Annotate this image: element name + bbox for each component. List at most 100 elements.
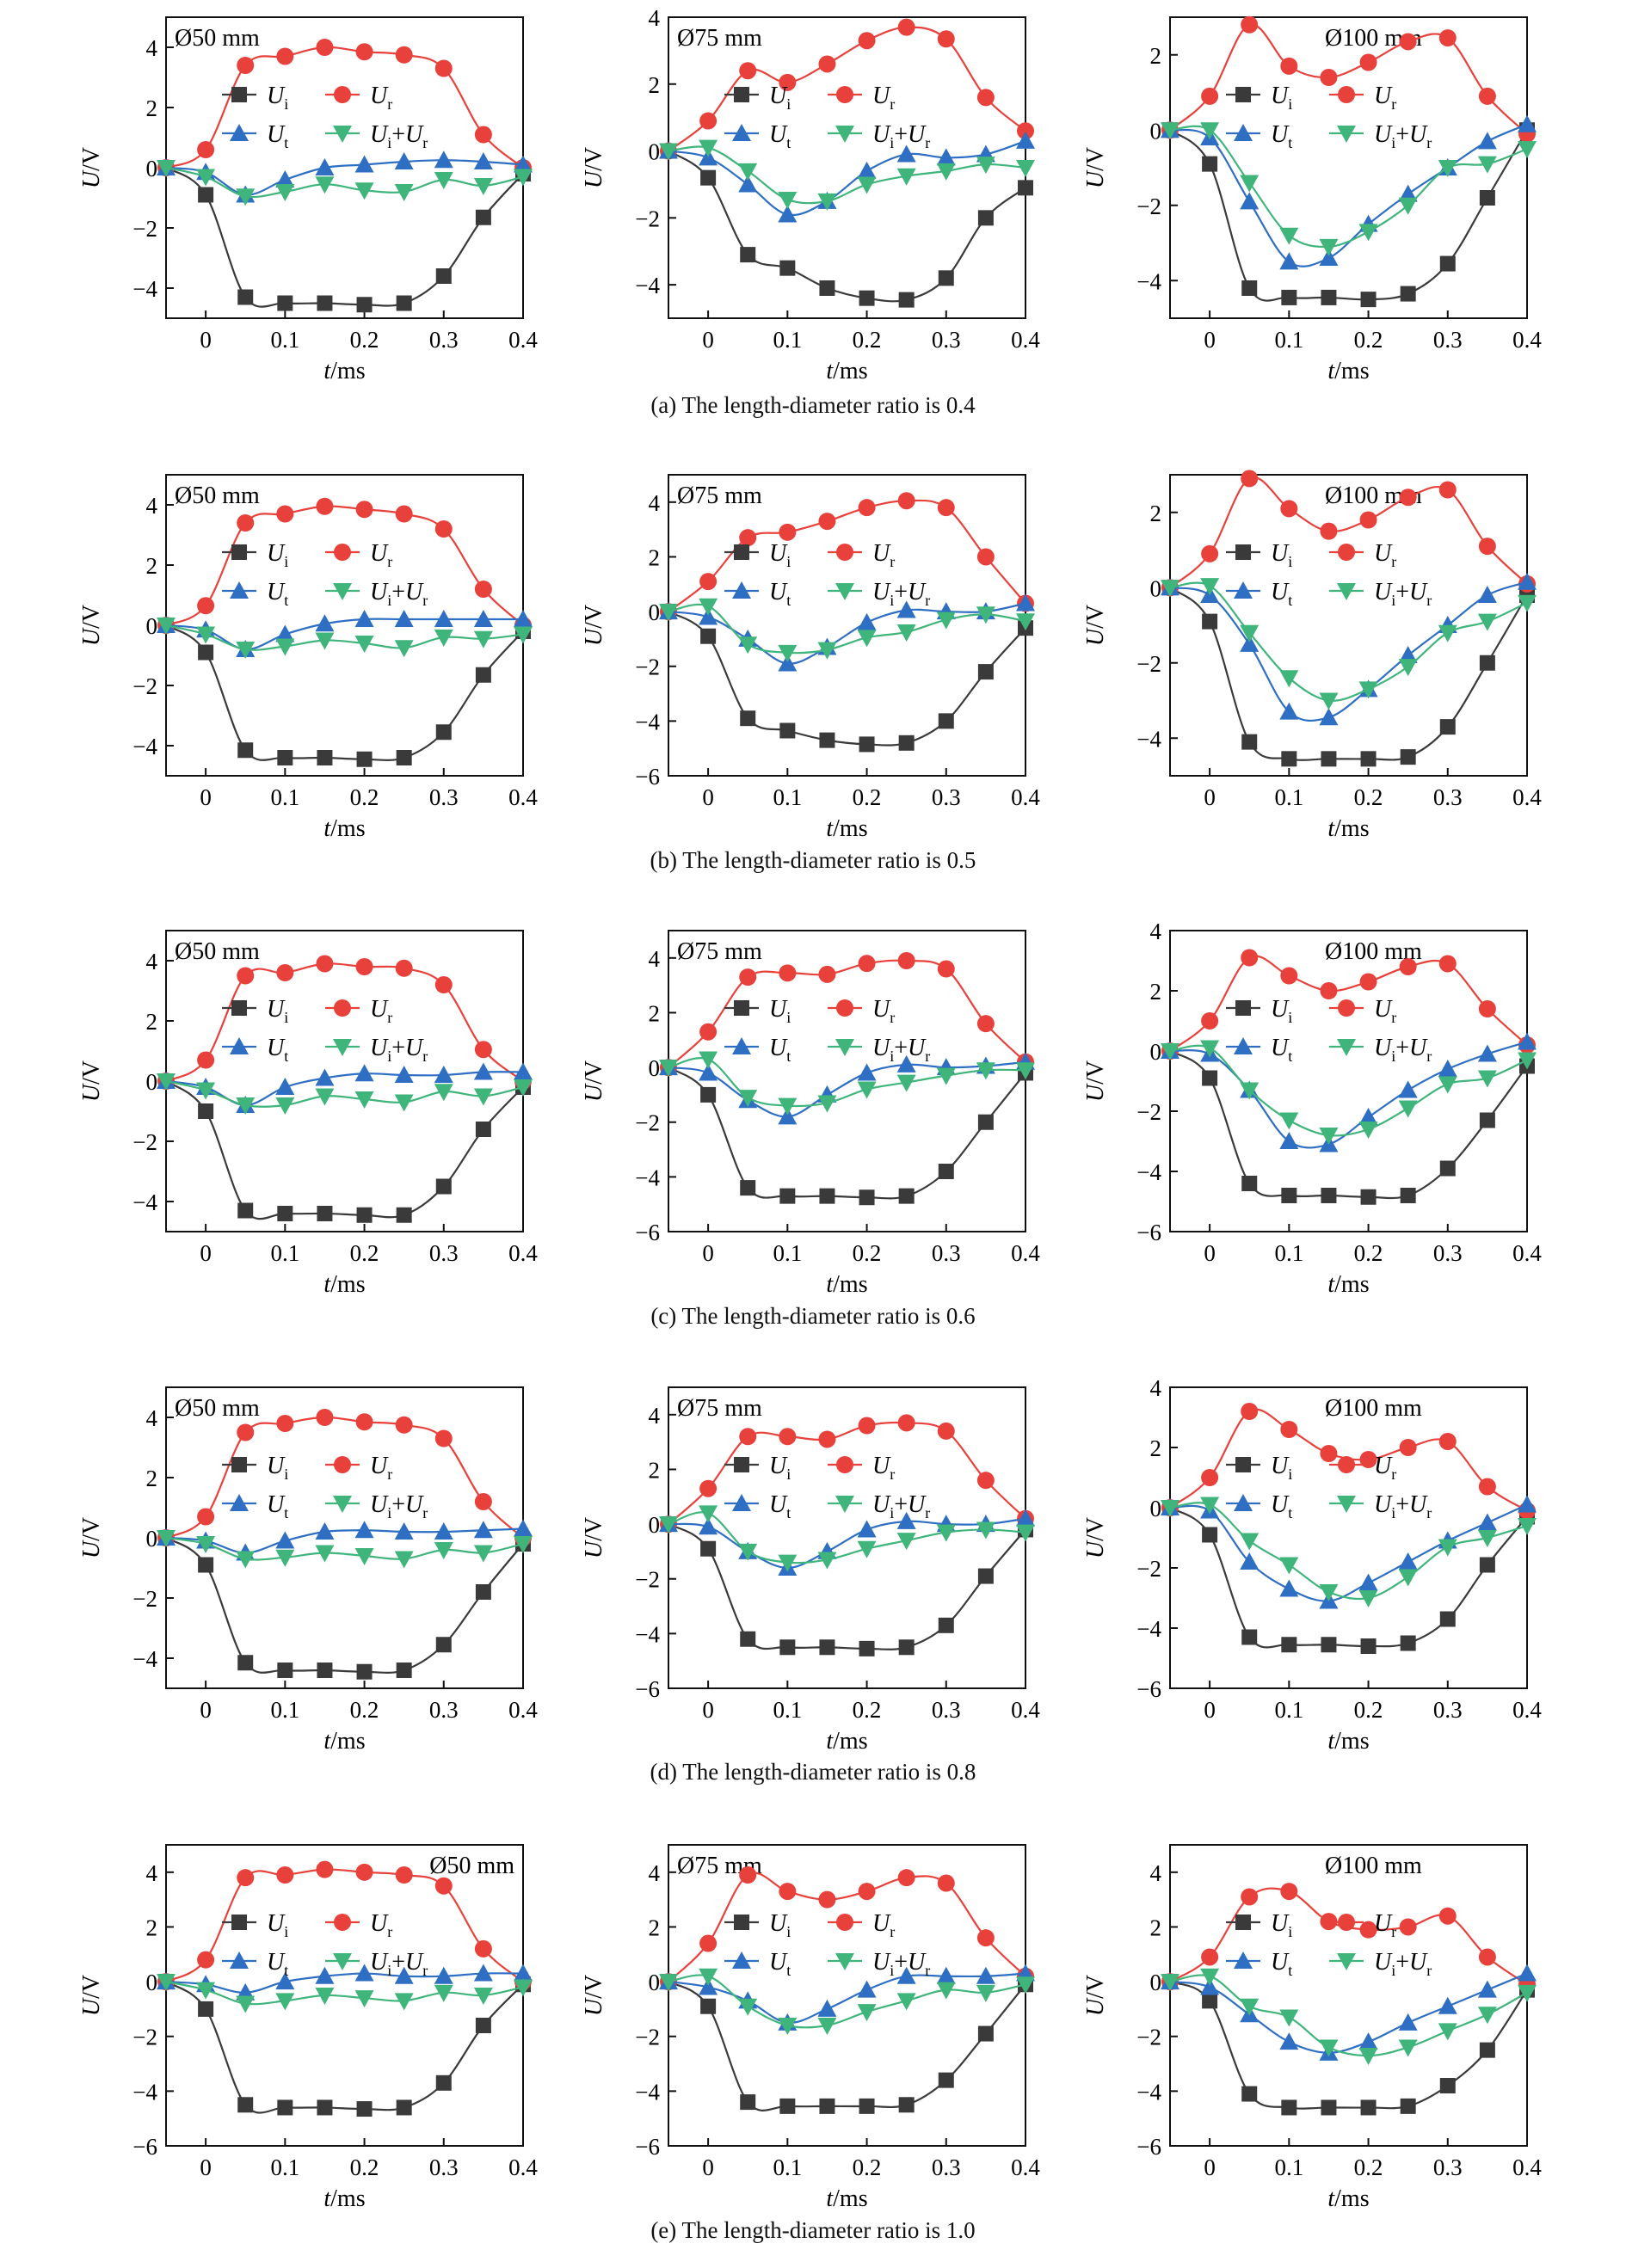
data-point-ut (1398, 1552, 1418, 1570)
series-line-ui (668, 1981, 1026, 2111)
data-point-ur (434, 1877, 453, 1895)
data-point-ui (198, 644, 214, 661)
data-point-ui (779, 1188, 796, 1204)
data-point-ui (475, 2018, 491, 2033)
data-point-ut (896, 1054, 916, 1073)
data-point-uiur (1279, 1112, 1299, 1130)
y-tick-label: −4 (635, 273, 660, 298)
x-tick-label: 0.4 (1011, 2154, 1040, 2180)
legend-marker-uiur (333, 1039, 352, 1056)
data-point-uiur (1200, 1040, 1220, 1058)
data-point-ui (1439, 2078, 1456, 2093)
legend-marker-ur (1338, 1456, 1355, 1473)
data-point-uiur (1438, 1076, 1457, 1094)
legend: Ui​ Ur​ Ut​ Ui​+Ur​ (724, 1910, 930, 1979)
legend-marker-ui (1235, 1000, 1251, 1016)
x-tick-label: 0.2 (350, 2154, 379, 2180)
y-tick-label: 0 (649, 1055, 661, 1081)
plot-frame (668, 930, 1026, 1232)
legend-marker-ur (334, 86, 351, 103)
x-tick-label: 0.1 (270, 1697, 299, 1723)
data-point-uiur (315, 1988, 335, 2005)
data-point-ur (1280, 1421, 1298, 1438)
x-tick-label: 0 (1204, 784, 1216, 810)
legend-marker-uiur (835, 1496, 854, 1513)
data-point-ur (1280, 967, 1298, 985)
data-point-ut (434, 1066, 453, 1083)
caption-c: (c) The length-diameter ratio is 0.6 (650, 1303, 976, 1329)
y-tick-label: 2 (146, 553, 158, 579)
y-tick-label: −2 (1136, 651, 1161, 677)
data-point-uiur (315, 1088, 335, 1106)
data-point-uiur (896, 624, 916, 642)
data-point-ut (315, 614, 335, 632)
legend: Ui​ Ur​ Ut​ Ui​+Ur​ (222, 1453, 428, 1521)
data-point-uiur (936, 612, 956, 630)
data-point-ui (1202, 1527, 1218, 1543)
data-point-ut (1240, 1552, 1260, 1570)
data-point-uiur (434, 1542, 453, 1559)
data-point-ut (1016, 1509, 1035, 1527)
data-point-uiur (1398, 659, 1418, 677)
data-point-uiur (1518, 1052, 1537, 1070)
y-axis-title: U/V (1082, 1975, 1109, 2016)
data-point-uiur (1477, 1070, 1497, 1088)
y-tick-label: 4 (146, 35, 158, 61)
data-point-ui (475, 667, 491, 683)
legend: Ui​ Ur​ Ut​ Ui​+Ur​ (1226, 996, 1432, 1065)
legend: Ui​ Ur​ Ut​ Ui​+Ur​ (1226, 540, 1432, 609)
data-point-uiur (1477, 1530, 1497, 1547)
data-point-ui (1479, 2042, 1495, 2058)
series-line-ut (668, 1060, 1026, 1118)
data-point-uiur (1398, 1569, 1418, 1587)
series-line-uiur (1169, 1044, 1528, 1137)
data-point-ut (1279, 1579, 1299, 1597)
data-point-uiur (659, 143, 678, 161)
data-point-ut (1279, 702, 1299, 720)
y-tick-label: 4 (649, 946, 661, 972)
data-point-ur (355, 1863, 373, 1881)
x-tick-label: 0.3 (1433, 2154, 1463, 2180)
data-point-ui (740, 1180, 756, 1196)
x-axis-title: t/ms (1327, 358, 1369, 384)
legend-label-ut: Ut​ (1271, 1491, 1292, 1521)
data-point-ui (1281, 289, 1297, 305)
data-point-uiur (857, 1540, 877, 1558)
data-point-uiur (1240, 1998, 1260, 2016)
data-point-ui (1202, 156, 1218, 172)
data-point-ur (197, 1508, 215, 1526)
plot-frame (165, 930, 524, 1232)
data-point-uiur (236, 1995, 256, 2013)
caption-a: (a) The length-diameter ratio is 0.4 (650, 392, 976, 418)
data-point-ui (475, 1584, 491, 1600)
data-point-ut (354, 1964, 374, 1982)
legend-label-ur: Ur​ (1374, 1910, 1396, 1940)
data-point-ur (937, 1422, 955, 1440)
data-point-uiur (354, 1091, 374, 1109)
data-point-ui (938, 1617, 954, 1633)
y-tick-label: −6 (635, 2134, 660, 2160)
data-point-uiur (1398, 1100, 1418, 1118)
legend-label-uiur: Ui​+Ur​ (872, 1035, 930, 1065)
data-point-ur (1478, 1000, 1496, 1017)
legend-label-ut: Ut​ (769, 121, 791, 151)
x-tick-label: 0 (200, 784, 212, 810)
x-tick-label: 0.4 (1512, 1240, 1542, 1266)
data-point-ut (1477, 1980, 1497, 1998)
data-point-uiur (817, 1095, 837, 1113)
data-point-ut (1477, 586, 1497, 603)
data-point-uiur (1319, 1584, 1339, 1601)
data-point-ur (1359, 1451, 1377, 1468)
data-point-ur (699, 1934, 718, 1952)
caption-e: (e) The length-diameter ratio is 1.0 (650, 2217, 976, 2243)
legend-label-uiur: Ui​+Ur​ (1374, 1949, 1432, 1979)
data-point-uiur (659, 1060, 678, 1078)
series-line-ut (1169, 581, 1528, 722)
data-point-ut (857, 612, 877, 630)
plot-frame (1169, 930, 1528, 1232)
legend-marker-ur (836, 86, 853, 103)
series-line-ur (668, 1421, 1026, 1525)
series-line-ui (165, 167, 524, 308)
series-line-ui (1169, 587, 1528, 761)
